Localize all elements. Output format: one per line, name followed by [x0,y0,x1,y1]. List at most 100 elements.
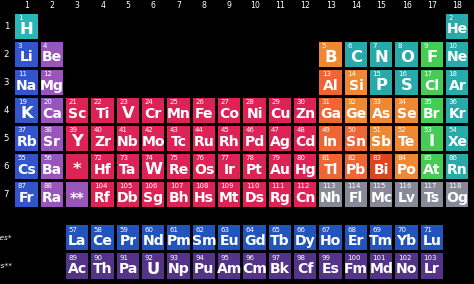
Text: 11: 11 [18,71,27,77]
Text: 108: 108 [195,183,209,189]
Text: Md: Md [369,262,393,276]
Text: W: W [144,162,163,177]
Text: Tc: Tc [171,135,187,149]
Bar [117,98,139,123]
Text: 100: 100 [347,255,361,261]
Bar [269,98,291,123]
Bar [244,182,266,207]
Text: Mt: Mt [219,191,239,205]
Text: 115: 115 [373,183,386,189]
Text: 98: 98 [296,255,305,261]
Bar [167,154,190,179]
Bar [269,253,291,279]
Text: 82: 82 [347,155,356,161]
Bar [167,182,190,207]
Bar [319,253,342,279]
Text: 90: 90 [94,255,103,261]
Bar [395,225,418,250]
Bar [142,154,164,179]
Bar [91,154,114,179]
Text: 44: 44 [195,127,204,133]
Text: 62: 62 [195,227,204,233]
Bar [16,41,38,67]
Bar [319,225,342,250]
Text: 5: 5 [3,134,9,143]
Text: Cn: Cn [295,191,316,205]
Bar [345,70,367,95]
Text: As: As [372,106,391,121]
Text: 52: 52 [398,127,407,133]
Bar [117,253,139,279]
Text: 69: 69 [373,227,382,233]
Text: 34: 34 [398,99,407,105]
Text: 111: 111 [271,183,284,189]
Text: 16: 16 [402,1,411,10]
Text: Au: Au [270,163,291,177]
Text: 20: 20 [43,99,52,105]
Text: 86: 86 [448,155,457,161]
Bar [142,126,164,151]
Text: 51: 51 [373,127,381,133]
Text: Tm: Tm [369,234,393,248]
Bar [218,225,240,250]
Text: Cu: Cu [270,106,290,121]
Text: 106: 106 [145,183,158,189]
Text: 56: 56 [43,155,52,161]
Text: 70: 70 [398,227,407,233]
Bar [16,70,38,95]
Text: Co: Co [219,106,239,121]
Text: Sn: Sn [346,135,366,149]
Text: Pr: Pr [119,234,137,248]
Text: 32: 32 [347,99,356,105]
Text: 88: 88 [43,183,52,189]
Text: Cl: Cl [424,78,439,93]
Text: 27: 27 [220,99,229,105]
Text: 45: 45 [220,127,229,133]
Text: O: O [400,50,414,65]
Text: Db: Db [117,191,139,205]
Text: 50: 50 [347,127,356,133]
Text: 18: 18 [452,1,462,10]
Text: Pu: Pu [194,262,214,276]
Text: In: In [323,135,338,149]
Bar [167,98,190,123]
Text: 1: 1 [3,22,9,31]
Text: Lanthanides*: Lanthanides* [0,235,12,241]
Text: Bk: Bk [270,262,290,276]
Text: Ce: Ce [93,234,113,248]
Text: 60: 60 [145,227,154,233]
Text: 53: 53 [423,127,432,133]
Text: Gd: Gd [244,234,265,248]
Bar [345,253,367,279]
Text: Ac: Ac [68,262,87,276]
Text: 11: 11 [275,1,285,10]
Text: 91: 91 [119,255,128,261]
Bar [395,154,418,179]
Text: 65: 65 [271,227,280,233]
Text: Pa: Pa [118,262,137,276]
Text: 64: 64 [246,227,255,233]
Text: 80: 80 [296,155,305,161]
Text: Ar: Ar [448,78,466,93]
Text: 113: 113 [322,183,335,189]
Text: Xe: Xe [447,135,467,149]
Text: Ni: Ni [246,106,263,121]
Text: 96: 96 [246,255,255,261]
Text: 85: 85 [423,155,432,161]
Bar [395,70,418,95]
Text: 4: 4 [3,106,9,115]
Text: Be: Be [42,51,62,64]
Bar [345,126,367,151]
Bar [421,126,443,151]
Text: P: P [375,78,387,93]
Text: Al: Al [323,78,338,93]
Text: Es: Es [322,262,339,276]
Bar [345,41,367,67]
Text: 7: 7 [373,43,377,49]
Text: 58: 58 [94,227,102,233]
Bar [41,154,63,179]
Text: Os: Os [194,163,214,177]
Text: F: F [427,50,438,65]
Text: 22: 22 [94,99,102,105]
Bar [142,182,164,207]
